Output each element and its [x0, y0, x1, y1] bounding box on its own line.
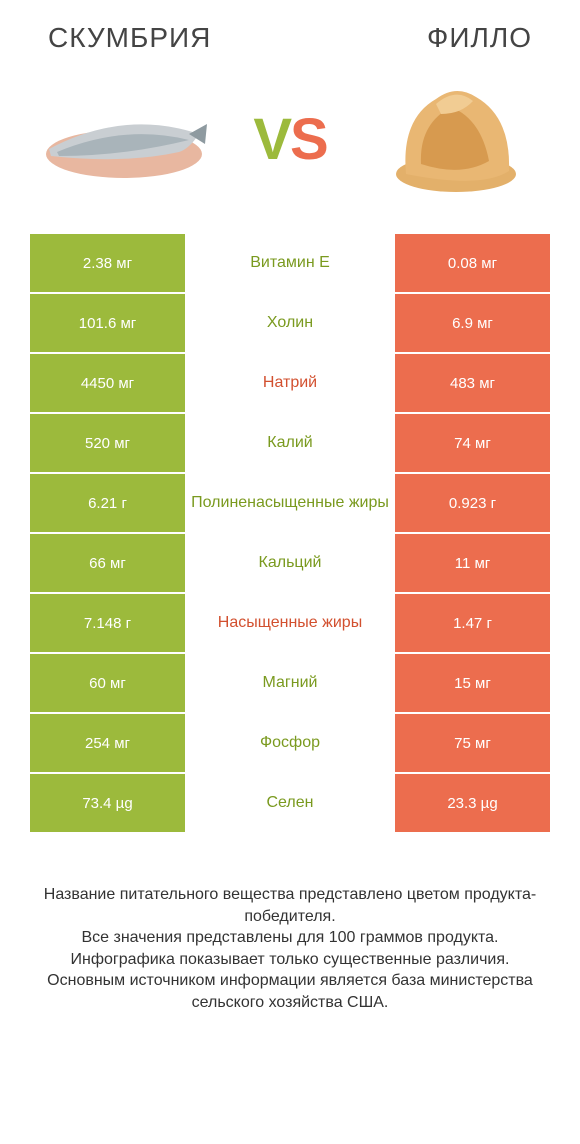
value-right: 6.9 мг — [395, 294, 550, 352]
table-row: 2.38 мгВитамин E0.08 мг — [30, 234, 550, 292]
value-right: 483 мг — [395, 354, 550, 412]
footer-note: Название питательного вещества представл… — [0, 884, 580, 1034]
nutrient-label: Фосфор — [185, 714, 395, 772]
nutrient-label: Полиненасыщенные жиры — [185, 474, 395, 532]
table-row: 73.4 µgСелен23.3 µg — [30, 774, 550, 832]
table-row: 66 мгКальций11 мг — [30, 534, 550, 592]
vs-label: VS — [253, 106, 326, 173]
table-row: 4450 мгНатрий483 мг — [30, 354, 550, 412]
footer-line: Название питательного вещества представл… — [26, 884, 554, 927]
product-left-image — [34, 74, 214, 204]
value-left: 101.6 мг — [30, 294, 185, 352]
footer-line: Инфографика показывает только существенн… — [26, 949, 554, 971]
vs-v: V — [253, 107, 290, 172]
footer-line: Все значения представлены для 100 граммо… — [26, 927, 554, 949]
value-right: 1.47 г — [395, 594, 550, 652]
title-row: СКУМБРИЯ ФИЛЛО — [0, 0, 580, 64]
value-right: 23.3 µg — [395, 774, 550, 832]
value-right: 0.923 г — [395, 474, 550, 532]
nutrient-label: Селен — [185, 774, 395, 832]
value-left: 73.4 µg — [30, 774, 185, 832]
title-left: СКУМБРИЯ — [48, 22, 211, 54]
nutrient-label: Натрий — [185, 354, 395, 412]
title-right: ФИЛЛО — [427, 22, 532, 54]
table-row: 101.6 мгХолин6.9 мг — [30, 294, 550, 352]
value-left: 2.38 мг — [30, 234, 185, 292]
nutrient-label: Насыщенные жиры — [185, 594, 395, 652]
value-right: 75 мг — [395, 714, 550, 772]
nutrient-label: Магний — [185, 654, 395, 712]
product-right-image — [366, 74, 546, 204]
hero-row: VS — [0, 64, 580, 234]
value-right: 11 мг — [395, 534, 550, 592]
nutrient-label: Калий — [185, 414, 395, 472]
nutrient-label: Витамин E — [185, 234, 395, 292]
nutrient-label: Холин — [185, 294, 395, 352]
value-left: 254 мг — [30, 714, 185, 772]
value-right: 74 мг — [395, 414, 550, 472]
value-left: 520 мг — [30, 414, 185, 472]
table-row: 6.21 гПолиненасыщенные жиры0.923 г — [30, 474, 550, 532]
value-left: 66 мг — [30, 534, 185, 592]
table-row: 7.148 гНасыщенные жиры1.47 г — [30, 594, 550, 652]
value-right: 15 мг — [395, 654, 550, 712]
value-left: 4450 мг — [30, 354, 185, 412]
comparison-table: 2.38 мгВитамин E0.08 мг101.6 мгХолин6.9 … — [0, 234, 580, 834]
table-row: 60 мгМагний15 мг — [30, 654, 550, 712]
nutrient-label: Кальций — [185, 534, 395, 592]
value-left: 7.148 г — [30, 594, 185, 652]
value-left: 6.21 г — [30, 474, 185, 532]
value-right: 0.08 мг — [395, 234, 550, 292]
table-row: 520 мгКалий74 мг — [30, 414, 550, 472]
vs-s: S — [290, 107, 327, 172]
value-left: 60 мг — [30, 654, 185, 712]
table-row: 254 мгФосфор75 мг — [30, 714, 550, 772]
footer-line: Основным источником информации является … — [26, 970, 554, 1013]
